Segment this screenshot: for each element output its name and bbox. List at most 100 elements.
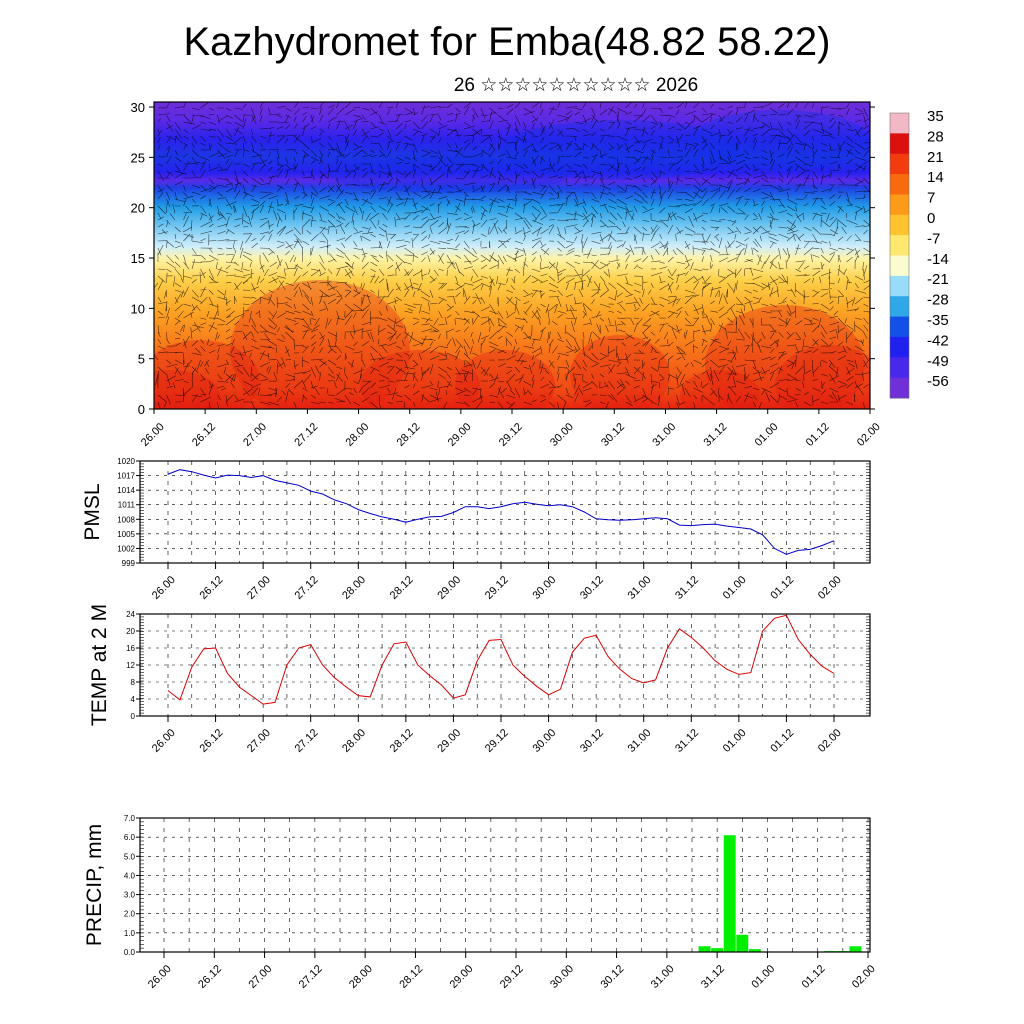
x-tick-label: 26.12 [197, 574, 225, 602]
colorbar-label: 21 [927, 149, 944, 166]
y-tick-label: 25 [131, 150, 145, 165]
x-tick-label: 02.00 [850, 963, 878, 991]
y-tick-label: 1014 [117, 486, 135, 495]
colorbar-label: -35 [927, 312, 949, 329]
y-tick-label: 5.0 [124, 852, 136, 861]
y-tick-label: 4 [131, 695, 136, 704]
x-tick-label: 27.00 [245, 727, 273, 755]
y-tick-label: 1005 [117, 530, 135, 539]
warm-cell [775, 345, 870, 409]
y-tick-label: 3.0 [124, 891, 136, 900]
x-tick-label: 02.00 [855, 421, 883, 449]
pmsl-line [167, 469, 835, 555]
x-tick-label: 30.12 [578, 574, 606, 602]
pmsl-ylabel: PMSL [81, 483, 104, 540]
colorbar-segment [890, 255, 909, 277]
x-tick-label: 31.12 [673, 727, 701, 755]
y-tick-label: 24 [126, 610, 135, 619]
x-tick-label: 30.00 [548, 421, 576, 449]
x-tick-label: 29.00 [435, 727, 463, 755]
colorbar-label: -49 [927, 353, 949, 370]
colorbar-label: -28 [927, 292, 949, 309]
x-tick-label: 26.00 [139, 421, 167, 449]
y-tick-label: 0 [131, 712, 136, 721]
y-tick-label: 12 [126, 661, 135, 670]
colorbar-segment [890, 296, 909, 318]
pmsl-panel [136, 460, 871, 569]
warm-cell [154, 340, 260, 409]
cold-cell [330, 157, 570, 193]
x-tick-label: 31.12 [699, 963, 727, 991]
pmsl-frame [139, 460, 871, 564]
y-tick-label: 999 [122, 559, 136, 568]
x-tick-label: 31.12 [701, 421, 729, 449]
y-tick-label: 15 [131, 251, 145, 266]
precip-bar [849, 946, 862, 952]
x-tick-label: 29.00 [435, 574, 463, 602]
x-tick-label: 27.12 [293, 574, 321, 602]
colorbar-segment [890, 133, 909, 155]
chart-subtitle: 26 ☆☆☆☆☆☆☆☆☆☆ 2026 [454, 75, 698, 96]
y-tick-label: 7.0 [124, 814, 136, 823]
temp2m-ylabel: TEMP at 2 M [88, 604, 111, 726]
y-tick-label: 6.0 [124, 833, 136, 842]
y-tick-label: 1020 [117, 457, 135, 466]
x-tick-label: 27.00 [241, 421, 269, 449]
wind-vectors [154, 102, 870, 409]
x-tick-label: 27.12 [297, 963, 325, 991]
precip-bar [748, 949, 761, 952]
x-tick-label: 29.12 [483, 727, 511, 755]
cold-cell [500, 120, 740, 180]
colorbar-segment [890, 194, 909, 216]
precip-frame [139, 817, 871, 953]
colorbar-segment [890, 214, 909, 236]
colorbar [889, 112, 910, 399]
colorbar-segment [890, 377, 909, 399]
x-tick-label: 26.12 [196, 963, 224, 991]
y-tick-label: 16 [126, 644, 135, 653]
x-tick-label: 28.00 [340, 727, 368, 755]
x-tick-label: 28.00 [343, 421, 371, 449]
y-tick-label: 10 [131, 301, 145, 316]
warm-cell [680, 370, 760, 409]
x-tick-label: 01.12 [768, 727, 796, 755]
colorbar-segment [890, 275, 909, 297]
x-tick-label: 01.00 [721, 574, 749, 602]
x-tick-label: 30.12 [599, 421, 627, 449]
x-tick-label: 31.12 [673, 574, 701, 602]
x-tick-label: 29.00 [448, 963, 476, 991]
y-tick-label: 5 [138, 352, 145, 367]
y-tick-label: 20 [131, 201, 145, 216]
x-tick-label: 01.00 [721, 727, 749, 755]
chart-title: Kazhydromet for Emba(48.82 58.22) [183, 20, 830, 64]
x-tick-label: 31.00 [650, 421, 678, 449]
x-tick-label: 02.00 [816, 574, 844, 602]
y-tick-label: 0 [138, 402, 145, 417]
x-tick-label: 27.12 [292, 421, 320, 449]
y-tick-label: 1011 [118, 501, 136, 510]
colorbar-label: 28 [927, 128, 944, 145]
colorbar-segment [890, 357, 909, 379]
x-tick-label: 29.12 [483, 574, 511, 602]
x-tick-label: 28.00 [340, 574, 368, 602]
colorbar-label: -56 [927, 373, 949, 390]
colorbar-label: 35 [927, 108, 944, 125]
x-tick-label: 02.00 [816, 727, 844, 755]
temp2m-frame [139, 613, 871, 717]
x-tick-label: 01.12 [804, 421, 832, 449]
warm-cell [230, 280, 410, 409]
x-tick-label: 28.00 [347, 963, 375, 991]
y-tick-label: 2.0 [124, 910, 136, 919]
x-tick-label: 28.12 [397, 963, 425, 991]
temp2m-line [167, 614, 835, 705]
x-tick-label: 01.12 [800, 963, 828, 991]
y-tick-label: 1002 [117, 544, 135, 553]
y-tick-label: 1.0 [124, 929, 136, 938]
x-tick-label: 29.12 [498, 963, 526, 991]
heatmap-field [154, 102, 870, 409]
colorbar-segment [890, 174, 909, 195]
y-tick-label: 8 [131, 678, 136, 687]
colorbar-frame [889, 112, 910, 399]
colorbar-label: -14 [927, 251, 949, 268]
